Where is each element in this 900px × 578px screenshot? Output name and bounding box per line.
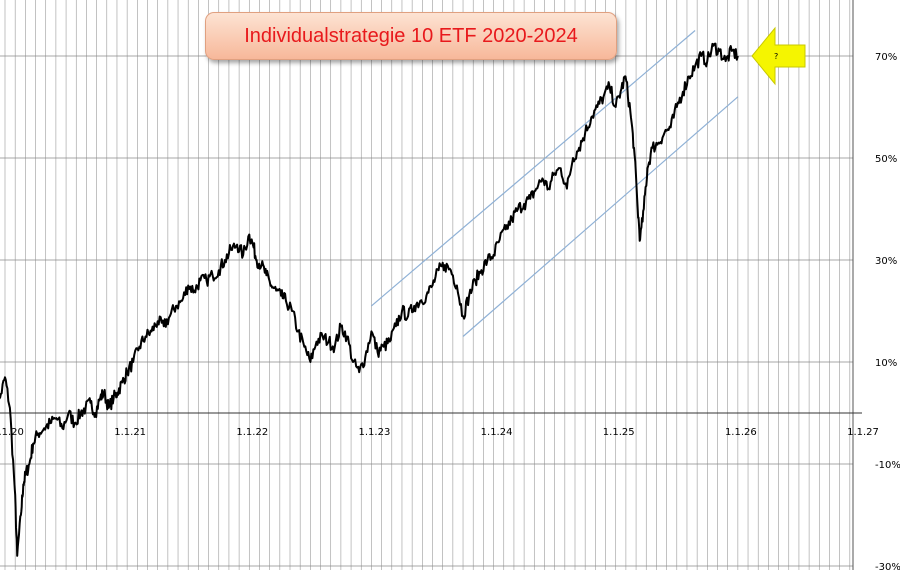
y-tick-label: 30% (875, 256, 897, 267)
annotation-text: ? (774, 52, 778, 61)
y-tick-label: 70% (875, 52, 897, 63)
chart-title-box: Individualstrategie 10 ETF 2020-2024 (205, 12, 617, 60)
channel-line-lower (462, 96, 739, 337)
x-tick-label: 1.1.27 (847, 427, 879, 438)
series-line (0, 42, 739, 557)
y-axis-ticks: 70% 50% 30% 10% -10% -30% (875, 52, 900, 573)
gridlines (0, 0, 862, 570)
y-tick-label: -10% (875, 460, 900, 471)
y-tick-label: 10% (875, 358, 897, 369)
x-tick-label: 1.1.23 (359, 427, 391, 438)
trend-channel (371, 30, 739, 337)
x-axis-ticks: 1.1.20 1.1.21 1.1.22 1.1.23 1.1.24 1.1.25 1.1.… (0, 427, 879, 438)
x-tick-label: 1.1.26 (725, 427, 757, 438)
y-tick-label: -30% (875, 562, 900, 573)
x-tick-label: 1.1.22 (236, 427, 268, 438)
chart-title: Individualstrategie 10 ETF 2020-2024 (244, 24, 578, 47)
x-tick-label: 1.1.21 (114, 427, 146, 438)
annotation-arrow: ? (751, 26, 806, 86)
y-tick-label: 50% (875, 154, 897, 165)
series-layer (0, 42, 739, 557)
x-tick-label: 1.1.20 (0, 427, 24, 438)
x-tick-label: 1.1.25 (603, 427, 635, 438)
x-tick-label: 1.1.24 (481, 427, 513, 438)
channel-line-upper (371, 30, 696, 307)
